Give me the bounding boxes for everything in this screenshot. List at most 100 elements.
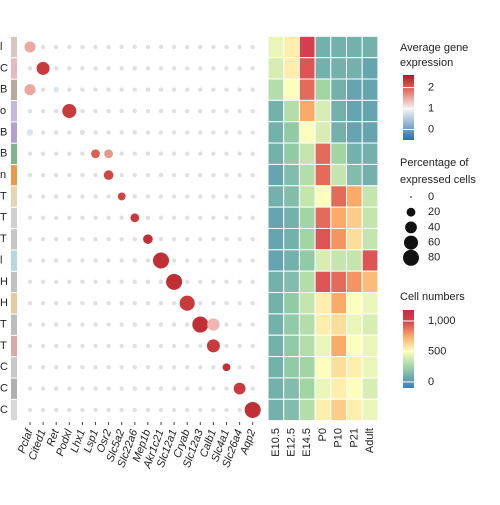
dot [132, 108, 137, 114]
heat-cell [267, 206, 285, 229]
dot [158, 172, 164, 178]
dot [106, 108, 111, 114]
dot [171, 407, 177, 413]
dot [171, 386, 177, 391]
row-annotation [11, 143, 17, 165]
heat-cell [346, 35, 363, 59]
heat-cell [298, 398, 316, 422]
dot [132, 258, 137, 263]
dot [132, 301, 137, 306]
dot [27, 151, 33, 156]
heat-cell [330, 270, 347, 294]
dot [250, 172, 255, 178]
dot [198, 172, 203, 178]
heat-cell [361, 163, 379, 187]
dot [198, 66, 203, 71]
heat-cell [298, 313, 316, 336]
dot [40, 301, 46, 306]
dot [224, 322, 229, 327]
dot [158, 301, 164, 306]
stage-label: P0 [317, 428, 329, 441]
dot [27, 66, 33, 71]
dot [106, 386, 111, 391]
heat-cell [298, 227, 316, 251]
dot [171, 343, 177, 349]
dot [119, 407, 124, 413]
dot [132, 151, 137, 156]
heat-cell [330, 121, 347, 144]
heat-cell [346, 121, 363, 144]
dot [54, 301, 59, 306]
dot [211, 258, 216, 263]
heat-cell [283, 356, 300, 379]
heat-cell [330, 398, 347, 422]
dot [119, 66, 124, 71]
colorbar-label: 1,000 [428, 315, 456, 327]
dot [237, 343, 242, 349]
dot [171, 87, 177, 92]
dot [171, 301, 177, 306]
dot [106, 130, 111, 135]
dot [171, 66, 177, 71]
heat-cell [330, 313, 347, 336]
row-label: T [0, 190, 7, 202]
dot [185, 236, 190, 242]
dot [119, 322, 124, 327]
heat-cell [330, 57, 347, 80]
heat-cell [330, 356, 347, 379]
dot [171, 130, 177, 135]
heat-cell [314, 313, 332, 336]
dot [54, 172, 59, 178]
dot [158, 44, 164, 50]
dot [80, 301, 85, 306]
dot [198, 407, 203, 413]
dot [224, 215, 229, 220]
dot [119, 386, 124, 391]
dot [119, 44, 124, 50]
dot [40, 108, 46, 114]
dot [179, 295, 195, 311]
dot [40, 87, 46, 92]
dot [185, 322, 190, 327]
dot [171, 172, 177, 178]
heat-cell [361, 99, 379, 123]
dot [132, 66, 137, 71]
heat-cell [298, 334, 316, 358]
dot [80, 386, 85, 391]
dot [171, 258, 177, 263]
dot [224, 279, 229, 285]
stage-label: E12.5 [285, 428, 297, 457]
dot [79, 129, 85, 135]
heat-cell [346, 292, 363, 315]
dot [211, 386, 216, 391]
dot [80, 215, 85, 220]
dot [198, 258, 203, 263]
dot [132, 279, 137, 285]
colorbar-label: 2 [428, 81, 434, 93]
colorbar-label: 500 [428, 345, 446, 357]
dot [67, 301, 72, 306]
dot [93, 386, 98, 391]
dot [237, 172, 242, 178]
dot [244, 401, 261, 418]
heat-cell [283, 35, 300, 59]
dot [27, 365, 33, 370]
dot [250, 365, 255, 370]
legend-title: Average gene [400, 42, 468, 54]
dot [145, 194, 151, 199]
heat-cell [283, 99, 300, 123]
dot [211, 66, 216, 71]
row-label: n [0, 169, 6, 181]
dot [119, 130, 124, 135]
heat-cell [283, 334, 300, 358]
dot [119, 172, 124, 178]
dot [185, 44, 190, 50]
dot [198, 44, 203, 50]
row-annotation [11, 37, 17, 58]
dot [185, 87, 190, 92]
dot [119, 215, 124, 220]
dot [24, 41, 36, 53]
dot [185, 194, 190, 199]
heat-cell [283, 227, 300, 251]
heat-cell [330, 163, 347, 187]
